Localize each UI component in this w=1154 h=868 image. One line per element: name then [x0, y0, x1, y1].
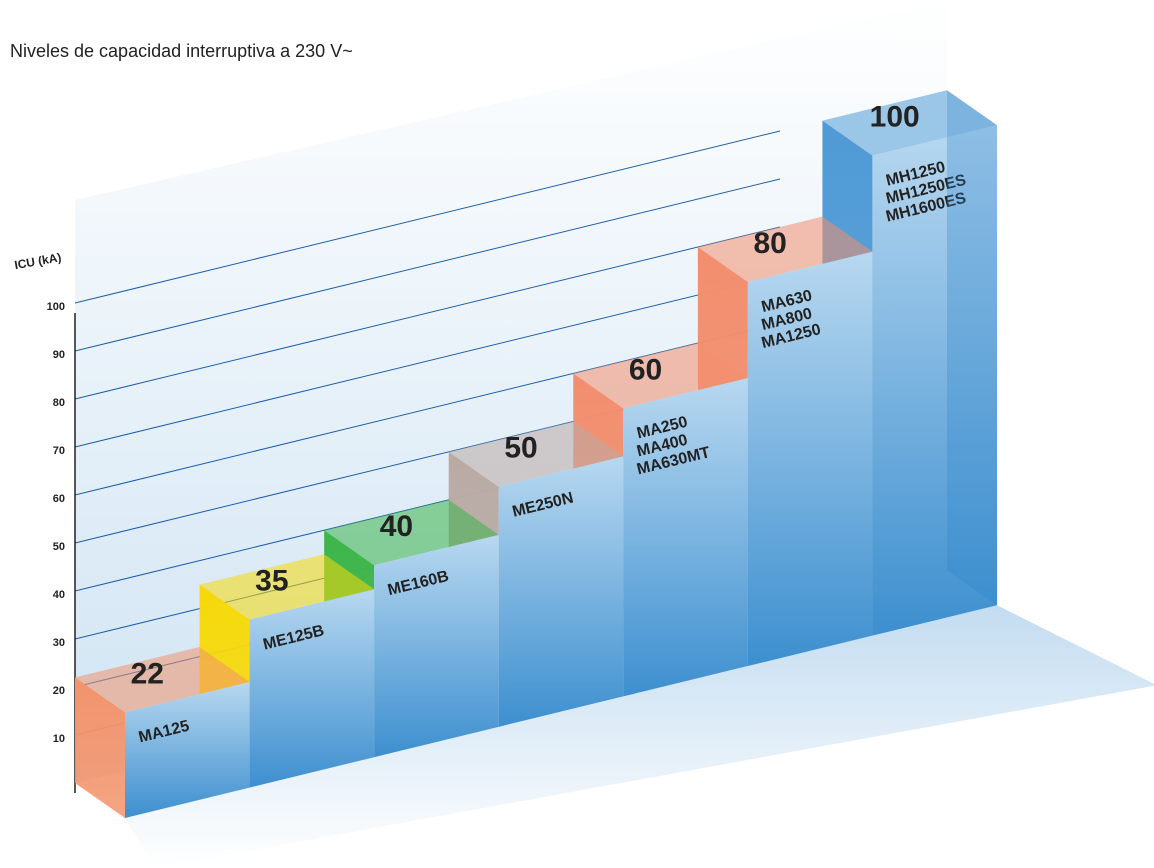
y-tick-label: 10: [53, 733, 65, 745]
grid-line: [74, 226, 781, 400]
step-front: [374, 534, 499, 758]
top-face: [324, 499, 499, 566]
grid-line: [74, 178, 781, 352]
y-tick-label: 100: [47, 301, 65, 313]
y-tick-label: 70: [53, 445, 65, 457]
y-tick-label: 80: [53, 397, 65, 409]
value-label: 60: [629, 353, 662, 386]
step-front: [872, 125, 997, 636]
step-front: [623, 378, 748, 697]
step-front: [498, 456, 624, 727]
step-front: [249, 589, 375, 788]
grid-line: [74, 274, 781, 448]
step-front: [747, 251, 873, 667]
y-tick-label: 50: [53, 541, 65, 553]
y-tick-label: 20: [53, 685, 65, 697]
side-face: [75, 677, 125, 818]
value-label: 22: [131, 657, 164, 690]
top-face: [199, 554, 375, 620]
y-tick-label: 60: [53, 493, 65, 505]
value-label: 50: [504, 432, 537, 465]
step-front: [125, 682, 250, 818]
y-tick-label: 30: [53, 637, 65, 649]
top-face: [822, 90, 997, 156]
value-label: 80: [753, 227, 786, 260]
y-axis-label: ICU (kA): [13, 250, 62, 272]
top-face: [573, 343, 748, 409]
y-tick-label: 90: [53, 349, 65, 361]
top-face: [697, 216, 873, 283]
value-label: 100: [870, 101, 920, 134]
value-label: 40: [380, 510, 413, 543]
grid-line: [74, 130, 781, 304]
right-face: [947, 90, 997, 606]
chart-title: Niveles de capacidad interruptiva a 230 …: [10, 41, 353, 61]
top-face: [75, 647, 250, 713]
y-tick-label: 40: [53, 589, 65, 601]
top-face: [448, 421, 624, 487]
value-label: 35: [255, 564, 288, 597]
floor: [125, 605, 1154, 868]
